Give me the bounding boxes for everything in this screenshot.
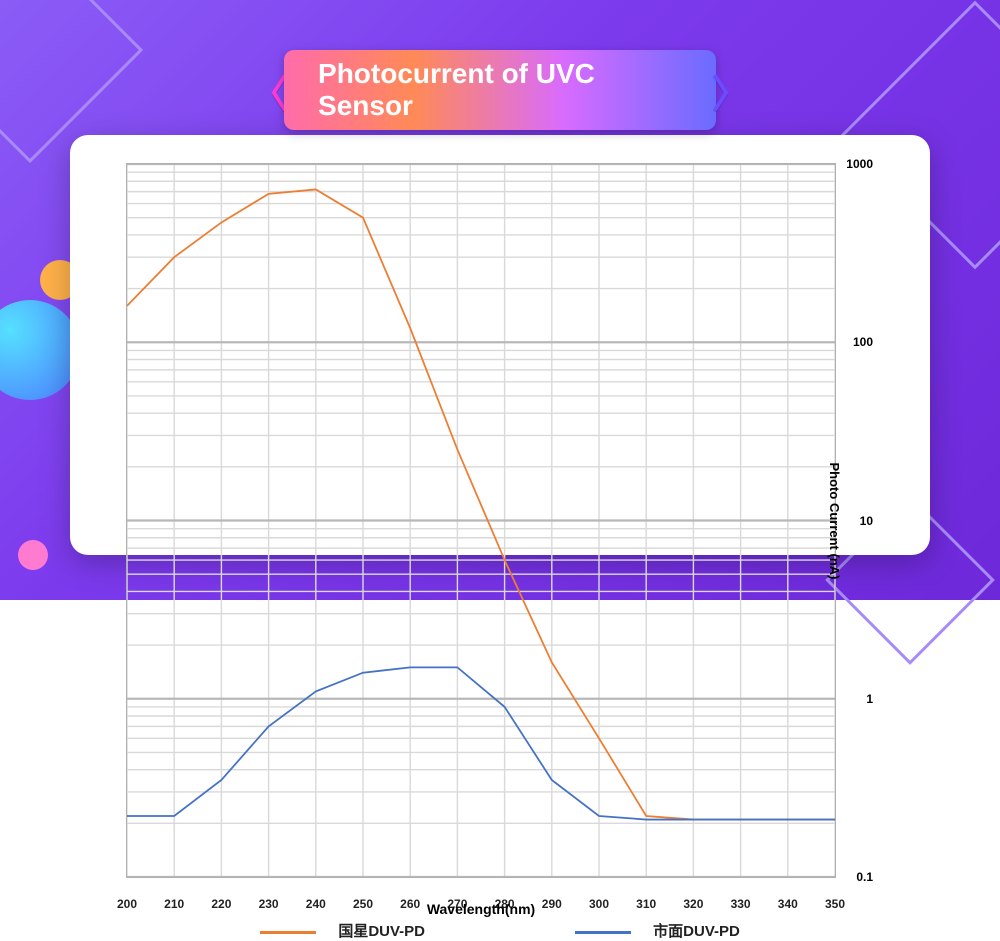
x-tick-label: 330 xyxy=(731,897,751,911)
y-tick-label: 1 xyxy=(866,692,873,706)
x-tick-label: 210 xyxy=(164,897,184,911)
x-tick-label: 250 xyxy=(353,897,373,911)
x-tick-label: 350 xyxy=(825,897,845,911)
legend-item: 市面DUV-PD xyxy=(575,920,740,941)
chevron-right-icon: 〉 xyxy=(712,63,750,118)
legend-label: 国星DUV-PD xyxy=(338,923,425,940)
legend-swatch xyxy=(575,931,631,934)
x-tick-label: 320 xyxy=(683,897,703,911)
x-tick-label: 310 xyxy=(636,897,656,911)
chevron-left-icon: 〈 xyxy=(250,63,288,118)
x-tick-label: 260 xyxy=(400,897,420,911)
y-tick-label: 10 xyxy=(860,514,873,528)
legend-item: 国星DUV-PD xyxy=(260,920,425,941)
x-tick-label: 290 xyxy=(542,897,562,911)
x-tick-label: 200 xyxy=(117,897,137,911)
y-tick-label: 0.1 xyxy=(856,870,873,884)
x-axis-title: Wavelength(nm) xyxy=(427,901,535,917)
y-tick-label: 1000 xyxy=(846,157,873,171)
title-banner: 〈 Photocurrent of UVC Sensor 〉 xyxy=(250,50,750,130)
x-tick-label: 240 xyxy=(306,897,326,911)
plot-area: 2002102202302402502602702802903003103203… xyxy=(126,163,836,878)
page-title: Photocurrent of UVC Sensor xyxy=(284,50,716,130)
chart-card: 2002102202302402502602702802903003103203… xyxy=(70,135,930,555)
x-tick-label: 230 xyxy=(259,897,279,911)
x-tick-label: 300 xyxy=(589,897,609,911)
chart-svg xyxy=(127,164,835,877)
legend: 国星DUV-PD 市面DUV-PD xyxy=(104,920,896,941)
deco-circle xyxy=(18,540,48,570)
y-tick-label: 100 xyxy=(853,335,873,349)
x-tick-label: 340 xyxy=(778,897,798,911)
y-axis-title: Photo Current (nA) xyxy=(827,462,842,579)
legend-label: 市面DUV-PD xyxy=(653,923,740,940)
x-tick-label: 220 xyxy=(211,897,231,911)
legend-swatch xyxy=(260,931,316,934)
